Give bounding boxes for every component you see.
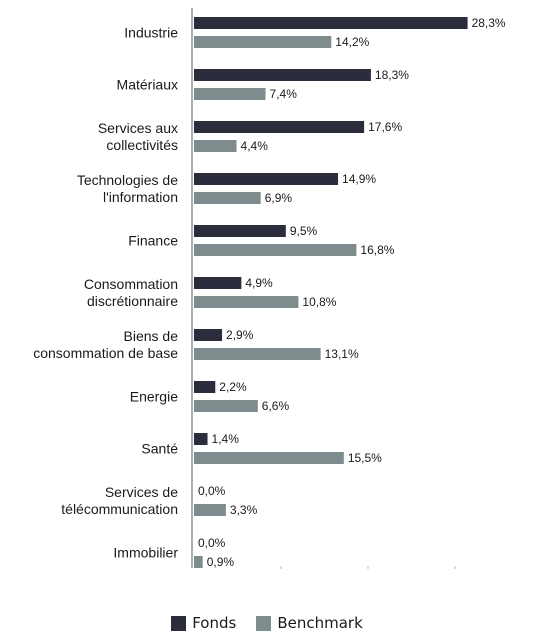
value-labels: 28,3% 14,2% 18,3% 7,4% 17,6% 4,4% 14,9% 6,9% 9,5… (198, 16, 506, 569)
legend-item-benchmark: Benchmark (256, 614, 363, 632)
value-label-benchmark-7: 6,6% (262, 399, 290, 413)
x-axis-ticks (280, 566, 456, 569)
legend-swatch-benchmark (256, 615, 272, 631)
category-label-4: Finance (128, 233, 178, 249)
value-label-benchmark-0: 14,2% (335, 35, 369, 49)
bar-benchmark-10 (194, 556, 203, 568)
category-label-5: Consommation discrétionnaire (84, 276, 178, 309)
bar-fonds-0 (194, 17, 468, 29)
value-label-benchmark-8: 15,5% (348, 451, 382, 465)
value-label-benchmark-1: 7,4% (270, 87, 298, 101)
bar-fonds-2 (194, 121, 365, 133)
bar-fonds-5 (194, 277, 242, 289)
bar-benchmark-9 (194, 504, 226, 516)
category-label-9: Services de télécommunication (61, 484, 178, 517)
bar-fonds-4 (194, 225, 286, 237)
value-label-fonds-3: 14,9% (342, 172, 376, 186)
bar-benchmark-4 (194, 244, 357, 256)
category-label-8: Santé (141, 441, 178, 457)
value-label-fonds-7: 2,2% (219, 380, 247, 394)
bar-fonds-3 (194, 173, 339, 185)
legend-label-benchmark: Benchmark (277, 614, 363, 632)
bar-benchmark-5 (194, 296, 299, 308)
value-label-fonds-1: 18,3% (375, 68, 409, 82)
bar-benchmark-0 (194, 36, 332, 48)
category-label-6: Biens de consommation de base (33, 328, 178, 361)
category-label-10: Immobilier (113, 545, 178, 561)
value-label-fonds-8: 1,4% (212, 432, 240, 446)
value-label-fonds-6: 2,9% (226, 328, 254, 342)
legend-item-fonds: Fonds (171, 614, 236, 632)
bar-benchmark-1 (194, 88, 266, 100)
category-label-7: Energie (130, 389, 178, 405)
value-label-benchmark-9: 3,3% (230, 503, 258, 517)
bar-benchmark-7 (194, 400, 258, 412)
value-label-fonds-5: 4,9% (245, 276, 273, 290)
bar-chart: Industrie Matériaux Services aux collectivi… (33, 8, 506, 569)
category-label-0: Industrie (124, 25, 178, 41)
category-labels: Industrie Matériaux Services aux collectivi… (33, 25, 178, 561)
legend-label-fonds: Fonds (192, 614, 237, 632)
value-label-benchmark-3: 6,9% (265, 191, 293, 205)
category-label-3: Technologies de l'information (77, 172, 178, 205)
value-label-benchmark-6: 13,1% (325, 347, 359, 361)
bar-benchmark-8 (194, 452, 344, 464)
category-label-1: Matériaux (117, 77, 178, 93)
bar-fonds-7 (194, 381, 216, 393)
value-label-benchmark-5: 10,8% (302, 295, 336, 309)
value-label-fonds-4: 9,5% (290, 224, 318, 238)
bar-fonds-6 (194, 329, 223, 341)
category-label-2: Services aux collectivités (98, 120, 178, 153)
bar-benchmark-2 (194, 140, 237, 152)
value-label-fonds-0: 28,3% (472, 16, 506, 30)
value-label-benchmark-4: 16,8% (360, 243, 394, 257)
legend: Fonds Benchmark (0, 614, 534, 632)
value-label-benchmark-10: 0,9% (207, 555, 235, 569)
value-label-benchmark-2: 4,4% (241, 139, 269, 153)
bar-benchmark-3 (194, 192, 261, 204)
bar-fonds-8 (194, 433, 208, 445)
bar-fonds-1 (194, 69, 371, 81)
bars (194, 17, 468, 568)
bar-benchmark-6 (194, 348, 321, 360)
value-label-fonds-2: 17,6% (368, 120, 402, 134)
value-label-fonds-10: 0,0% (198, 536, 226, 550)
value-label-fonds-9: 0,0% (198, 484, 226, 498)
legend-swatch-fonds (171, 615, 187, 631)
